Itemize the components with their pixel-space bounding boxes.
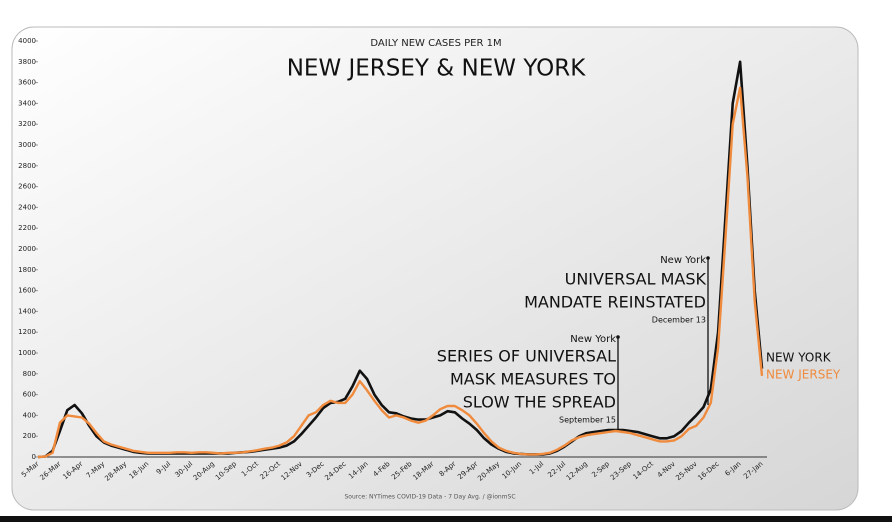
y-tick-label: 3600 <box>18 79 36 87</box>
y-tick-label: 600 <box>23 391 36 399</box>
y-tick-label: 3800 <box>18 58 36 66</box>
y-tick-label: 2200 <box>18 224 36 232</box>
legend-label: NEW YORK <box>766 351 832 365</box>
y-tick-label: 200 <box>23 432 36 440</box>
chart-subtitle: DAILY NEW CASES PER 1M <box>370 38 501 49</box>
bottom-bar <box>0 516 892 522</box>
y-tick-label: 800 <box>23 370 36 378</box>
y-tick-label: 1800 <box>18 266 36 274</box>
y-tick-label: 2000 <box>18 245 36 253</box>
y-tick-label: 2600 <box>18 183 36 191</box>
y-tick-label: 2800 <box>18 162 36 170</box>
source: Source: NYTimes COVID-19 Data - 7 Day Av… <box>344 494 515 501</box>
annotation-text: SERIES OF UNIVERSAL <box>437 347 616 366</box>
series-line <box>37 86 764 459</box>
annotation-text: SLOW THE SPREAD <box>463 393 616 412</box>
y-tick-label: 2400 <box>18 203 36 211</box>
y-tick-label: 0 <box>32 453 36 461</box>
annotation-dot <box>706 256 710 260</box>
annotation-tag: New York <box>570 334 616 345</box>
y-tick-label: 3400 <box>18 99 36 107</box>
card <box>11 26 859 511</box>
y-tick-label: 1400 <box>18 307 36 315</box>
annotation-text: MANDATE REINSTATED <box>524 293 706 312</box>
annotation-text: UNIVERSAL MASK <box>565 270 707 289</box>
y-tick-label: 1200 <box>18 328 36 336</box>
y-tick-label: 3200 <box>18 120 36 128</box>
y-tick-label: 4000 <box>18 37 36 45</box>
y-tick-label: 400 <box>23 411 36 419</box>
annotation-date: December 13 <box>652 316 706 325</box>
y-tick-label: 1000 <box>18 349 36 357</box>
chart-title: NEW JERSEY & NEW YORK <box>287 56 586 82</box>
y-tick-label: 1600 <box>18 287 36 295</box>
annotation-text: MASK MEASURES TO <box>450 370 616 389</box>
annotation-date: September 15 <box>559 416 616 425</box>
annotation-dot <box>616 335 620 339</box>
y-tick-label: 3000 <box>18 141 36 149</box>
annotation-tag: New York <box>660 255 706 266</box>
legend-label: NEW JERSEY <box>766 368 841 382</box>
